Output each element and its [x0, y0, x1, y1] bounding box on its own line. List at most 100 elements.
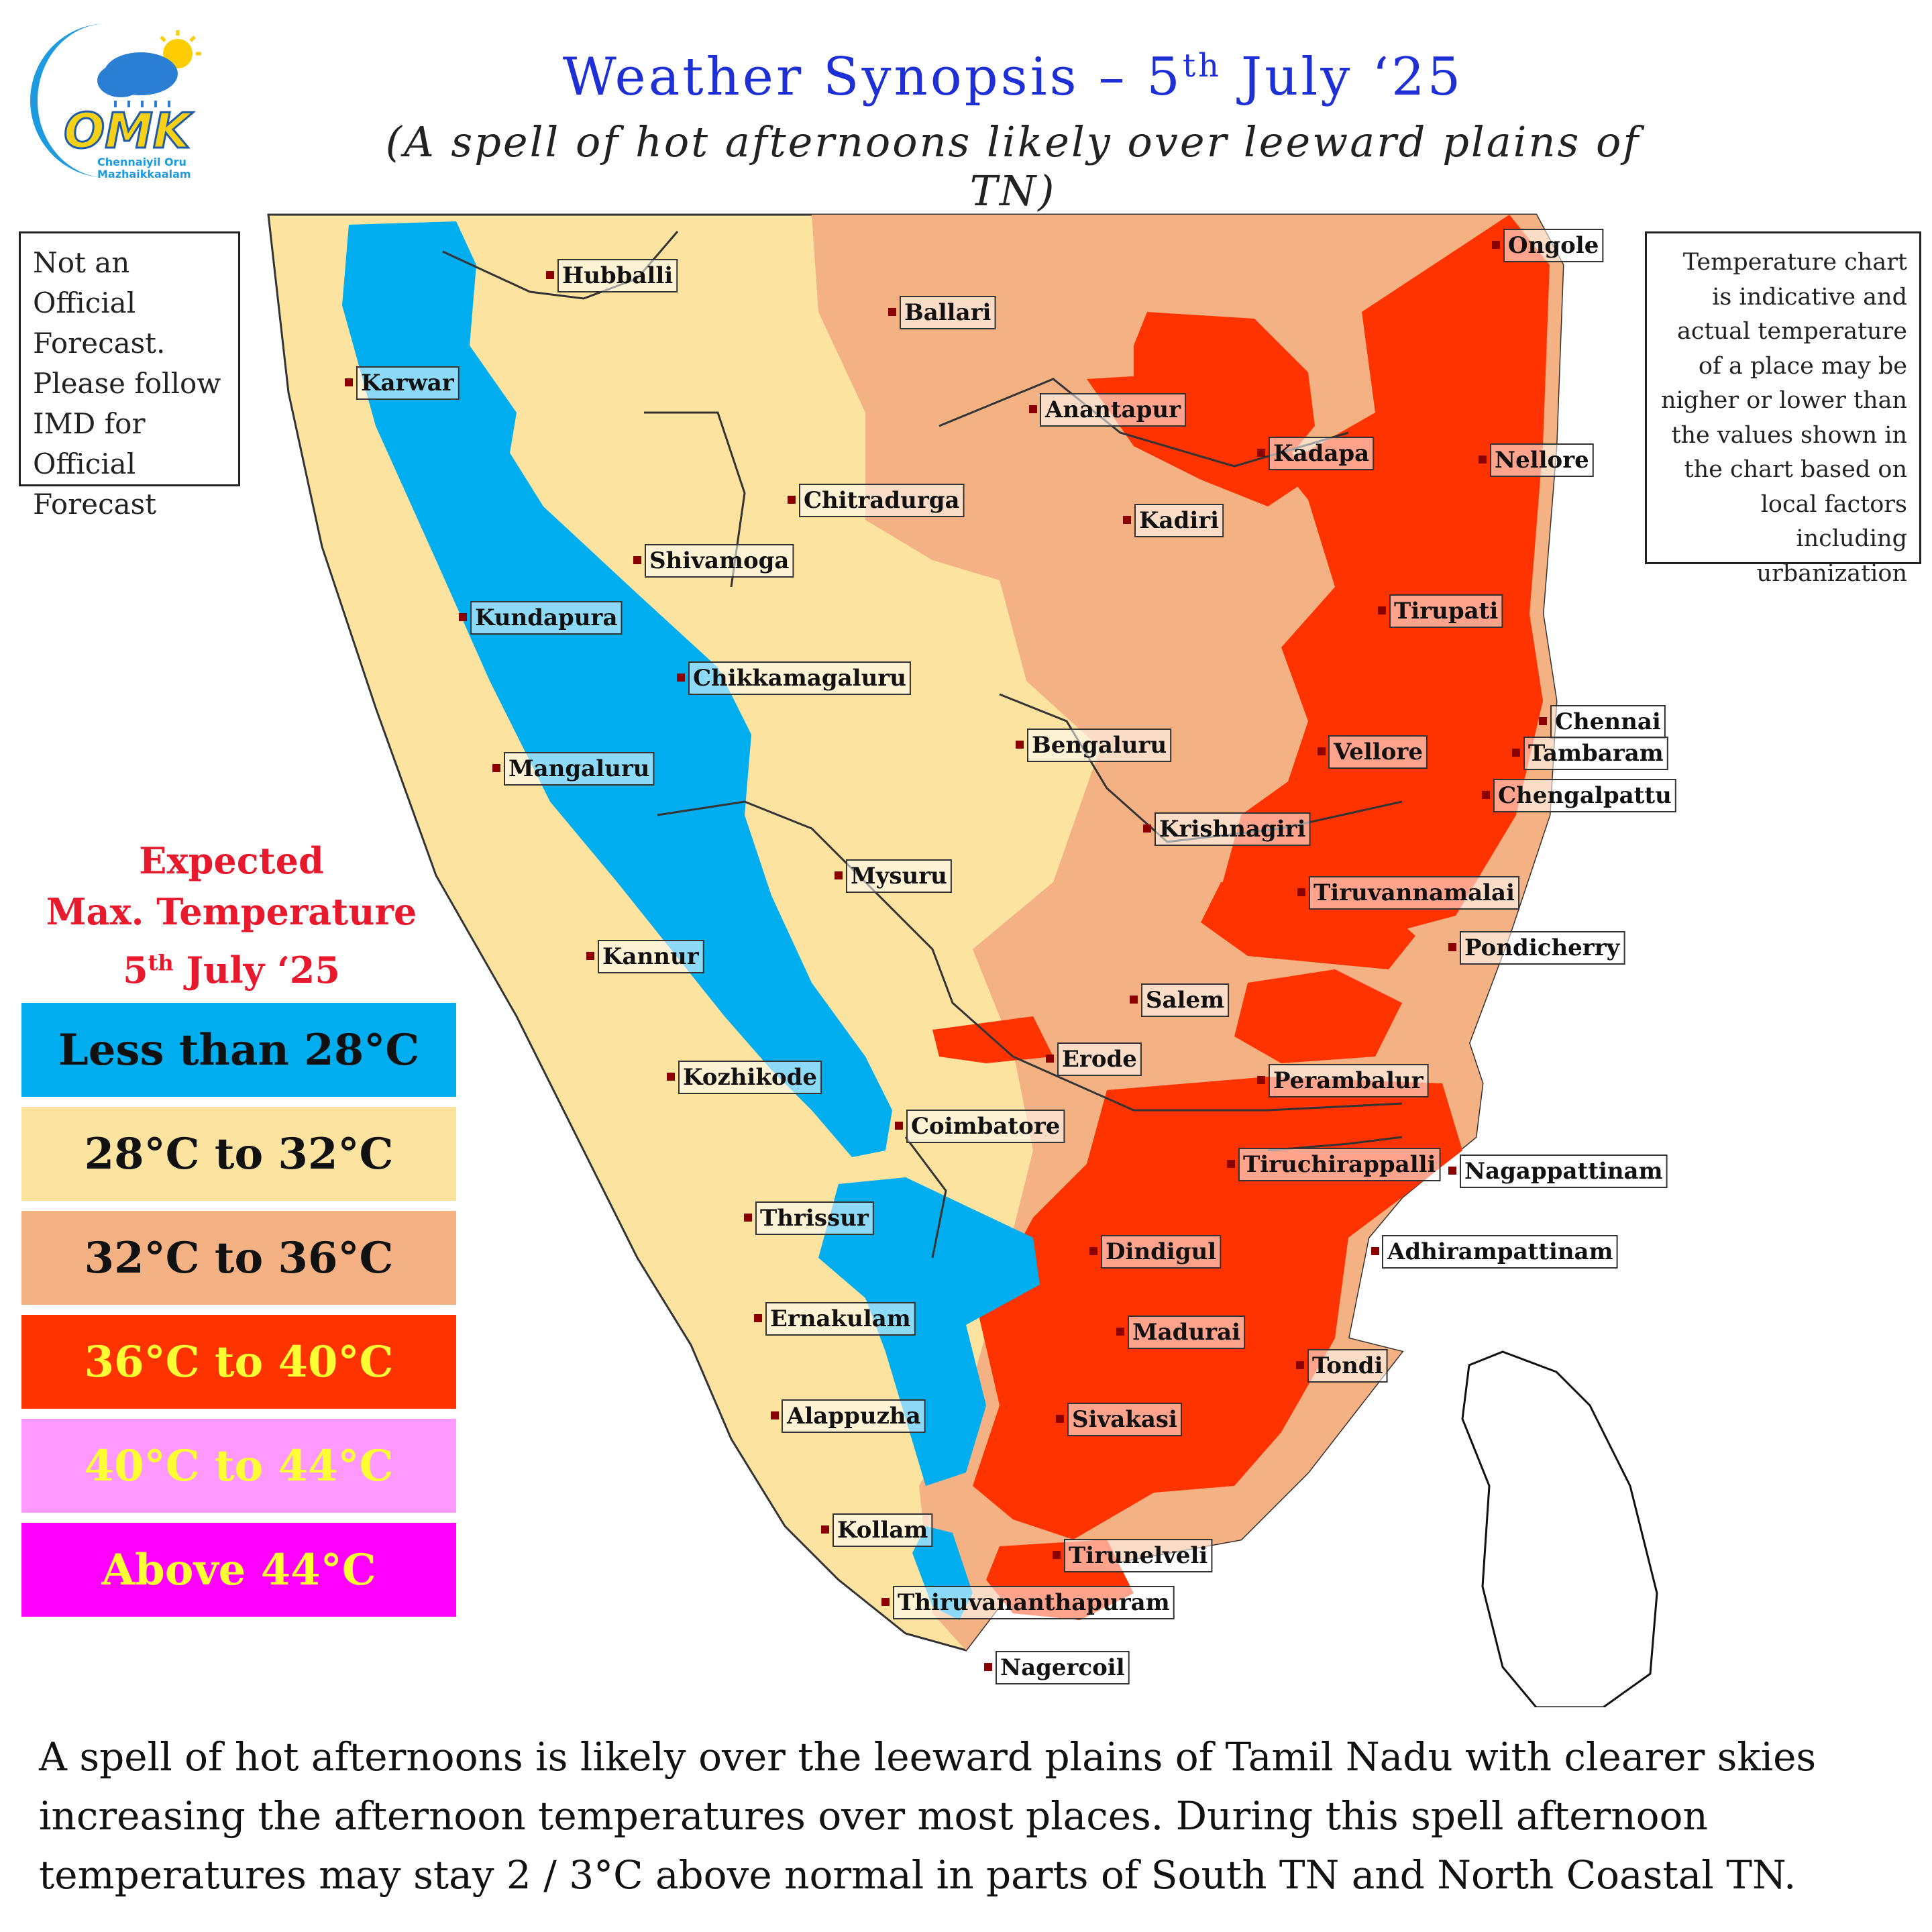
city-marker-perambalur: Perambalur — [1257, 1064, 1429, 1097]
city-label-box — [846, 859, 952, 893]
city-marker-kundapura: Kundapura — [459, 601, 623, 635]
city-label: Nagappattinam — [1464, 1158, 1663, 1185]
legend-item-4: 40°C to 44°C — [21, 1419, 456, 1513]
city-label: Nagercoil — [1000, 1654, 1125, 1681]
title-suffix: July ‘25 — [1222, 47, 1464, 107]
city-dot — [1448, 943, 1456, 951]
legend-title-line2: Max. Temperature — [46, 890, 417, 933]
city-label-box — [1128, 1316, 1246, 1349]
city-marker-tiruvannamalai: Tiruvannamalai — [1297, 876, 1520, 910]
city-dot — [1492, 241, 1500, 249]
city-marker-kollam: Kollam — [821, 1513, 933, 1547]
city-label-box — [470, 601, 623, 635]
city-label: Alappuzha — [786, 1403, 921, 1430]
zone-below-28-south — [818, 1177, 1040, 1486]
city-label-box — [1550, 705, 1666, 739]
city-dot — [1539, 717, 1547, 725]
city-label-box — [688, 661, 911, 695]
city-marker-vellore: Vellore — [1318, 735, 1428, 769]
city-dot — [1482, 791, 1490, 799]
city-marker-mysuru: Mysuru — [835, 859, 952, 893]
city-marker-kannur: Kannur — [586, 940, 704, 973]
city-marker-nagappattinam: Nagappattinam — [1448, 1155, 1668, 1188]
synopsis-text: A spell of hot afternoons is likely over… — [39, 1734, 1817, 1898]
city-label: Bengaluru — [1032, 732, 1167, 759]
zone-36-40-perambalur — [1234, 969, 1402, 1063]
city-marker-kadiri: Kadiri — [1123, 504, 1224, 537]
city-dot — [677, 674, 685, 682]
city-label: Chennai — [1555, 708, 1661, 735]
city-label: Kannur — [602, 943, 700, 970]
city-label-box — [1134, 504, 1224, 537]
city-label-box — [356, 366, 460, 400]
city-label-box — [1238, 1148, 1441, 1181]
city-dot — [1029, 405, 1037, 413]
city-label: Shivamoga — [649, 547, 789, 574]
city-label-box — [1101, 1235, 1222, 1269]
city-label: Tiruchirappalli — [1243, 1151, 1436, 1178]
city-dot — [667, 1073, 675, 1081]
city-marker-kadapa: Kadapa — [1257, 437, 1375, 470]
city-label: Anantapur — [1044, 396, 1181, 423]
city-label: Mysuru — [851, 863, 947, 890]
temperature-map: Hubballi Ballari Ongole Karwar Anantapur Kada… — [262, 211, 1684, 1709]
legend-item-3: 36°C to 40°C — [21, 1315, 456, 1409]
city-marker-krishnagiri: Krishnagiri — [1143, 812, 1311, 846]
city-dot — [1046, 1055, 1054, 1063]
city-dot — [744, 1214, 752, 1222]
city-label-box — [900, 296, 996, 329]
logo-tagline-1: Chennaiyil Oru — [97, 156, 186, 168]
city-label: Tirupati — [1394, 598, 1498, 625]
city-label-box — [1460, 1155, 1668, 1188]
city-label: Ballari — [904, 299, 991, 326]
city-label-box — [1057, 1042, 1142, 1076]
city-label: Salem — [1146, 987, 1224, 1014]
legend-item-5: Above 44°C — [21, 1523, 456, 1617]
city-label: Chengalpattu — [1498, 782, 1672, 809]
city-dot — [1512, 749, 1520, 757]
city-dot — [1257, 449, 1265, 457]
city-marker-pondicherry: Pondicherry — [1448, 931, 1625, 965]
city-label: Chitradurga — [804, 487, 960, 514]
city-label: Coimbatore — [911, 1113, 1060, 1140]
city-dot — [1479, 455, 1487, 464]
city-label-box — [782, 1399, 926, 1433]
sri-lanka-outline — [1461, 1350, 1658, 1709]
zone-36-40-east — [1221, 215, 1550, 943]
city-dot — [881, 1598, 890, 1606]
city-label: Kadiri — [1139, 507, 1219, 534]
city-marker-kozhikode: Kozhikode — [667, 1061, 822, 1094]
logo-letters: OMK — [64, 103, 194, 159]
city-label: Pondicherry — [1464, 934, 1621, 961]
legend-item-2: 32°C to 36°C — [21, 1211, 456, 1305]
city-dot — [1448, 1167, 1456, 1175]
city-label-box — [1269, 437, 1375, 470]
city-marker-chennai: Chennai — [1539, 705, 1666, 739]
city-dot — [1056, 1415, 1064, 1423]
city-label-box — [1493, 779, 1676, 812]
city-dot — [788, 496, 796, 504]
city-dot — [1318, 747, 1326, 755]
logo-tagline-2: Mazhaikkaalam — [97, 168, 191, 180]
city-label: Karwar — [361, 370, 455, 396]
city-label-box — [1155, 812, 1311, 846]
city-label: Kadapa — [1273, 440, 1369, 467]
city-dot — [633, 556, 641, 564]
city-dot — [1378, 606, 1386, 614]
city-marker-chitradurga: Chitradurga — [788, 484, 965, 517]
city-marker-erode: Erode — [1046, 1042, 1142, 1076]
city-marker-anantapur: Anantapur — [1029, 393, 1187, 427]
city-label: Madurai — [1132, 1319, 1240, 1346]
city-marker-nellore: Nellore — [1479, 443, 1594, 477]
city-marker-sivakasi: Sivakasi — [1056, 1403, 1182, 1436]
legend-title: Expected Max. Temperature 5th July ‘25 — [27, 835, 436, 996]
city-marker-tirunelveli: Tirunelveli — [1053, 1539, 1213, 1572]
city-dot — [835, 871, 843, 879]
city-label: Adhirampattinam — [1387, 1238, 1613, 1265]
city-label-box — [799, 484, 965, 517]
city-label-box — [557, 259, 678, 292]
city-dot — [821, 1525, 829, 1534]
city-label: Nellore — [1495, 447, 1589, 474]
city-dot — [1143, 824, 1151, 833]
city-label-box — [598, 940, 704, 973]
